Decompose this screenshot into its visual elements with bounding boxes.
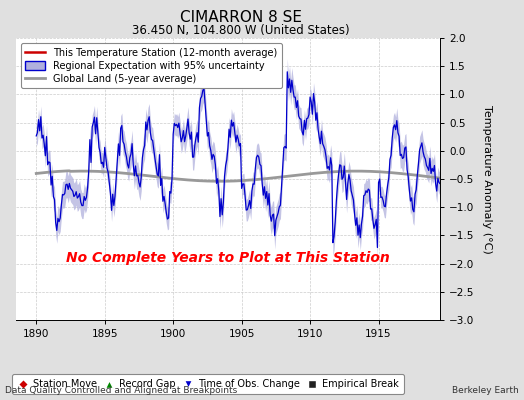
Y-axis label: Temperature Anomaly (°C): Temperature Anomaly (°C) (482, 105, 492, 253)
Text: 36.450 N, 104.800 W (United States): 36.450 N, 104.800 W (United States) (132, 24, 350, 37)
Text: No Complete Years to Plot at This Station: No Complete Years to Plot at This Statio… (66, 251, 390, 265)
Text: CIMARRON 8 SE: CIMARRON 8 SE (180, 10, 302, 25)
Text: Data Quality Controlled and Aligned at Breakpoints: Data Quality Controlled and Aligned at B… (5, 386, 237, 395)
Legend: Station Move, Record Gap, Time of Obs. Change, Empirical Break: Station Move, Record Gap, Time of Obs. C… (12, 374, 403, 394)
Text: Berkeley Earth: Berkeley Earth (452, 386, 519, 395)
